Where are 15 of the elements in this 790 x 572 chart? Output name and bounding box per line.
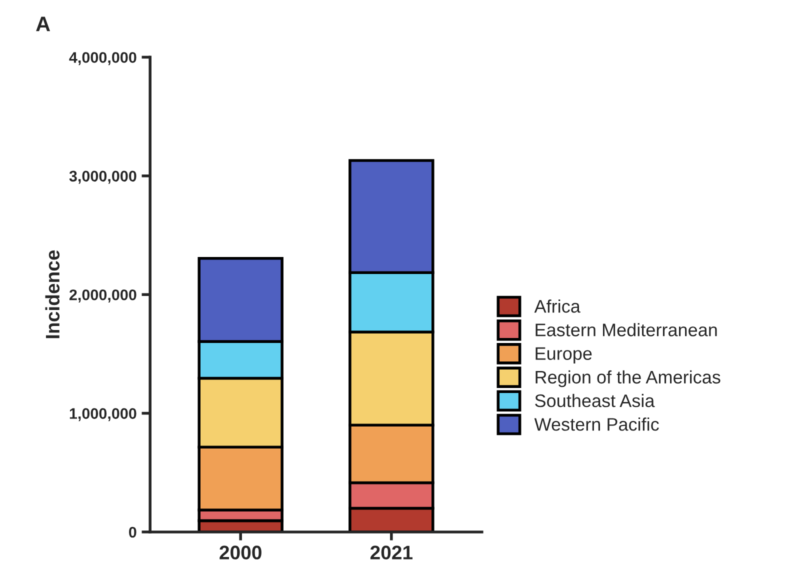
legend-label: Europe xyxy=(536,347,592,364)
legend-label: Western Pacific xyxy=(534,418,659,431)
y-tick-label: 2,000,000 xyxy=(69,289,136,302)
legend-label: Region of the Americas xyxy=(536,370,720,388)
legend-label: Africa xyxy=(534,299,580,313)
y-tick-label: 3,000,000 xyxy=(69,170,136,184)
x-tick-label: 2021 xyxy=(370,546,412,560)
y-tick-label: 4,000,000 xyxy=(69,52,136,66)
x-tick-label: 2000 xyxy=(220,546,262,560)
chart-title: A xyxy=(36,16,50,32)
legend-label: Southeast Asia xyxy=(535,394,655,408)
y-tick-label: 0 xyxy=(129,526,136,538)
legend-label: Eastern Mediterranean xyxy=(536,323,717,336)
y-axis-title: Incidence xyxy=(45,250,60,338)
y-tick-label: 1,000,000 xyxy=(70,408,136,422)
